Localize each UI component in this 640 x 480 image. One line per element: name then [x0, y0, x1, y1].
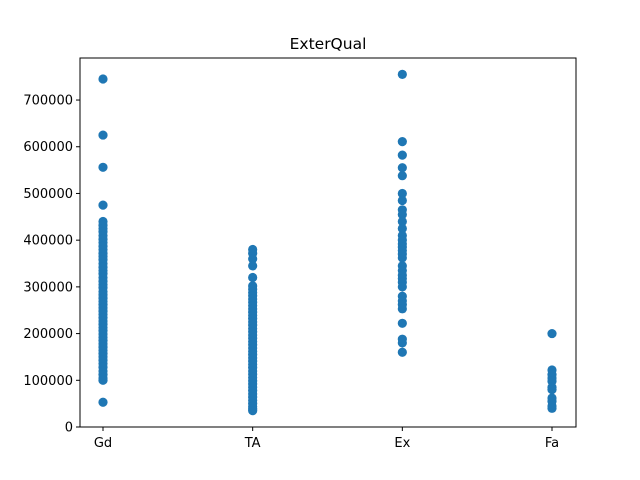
- scatter-point: [397, 195, 407, 206]
- scatter-point: [397, 150, 407, 160]
- y-tick-label: 700000: [23, 94, 73, 109]
- x-tick-label: Fa: [545, 436, 559, 451]
- scatter-point: [547, 403, 557, 413]
- y-tick-label: 400000: [23, 234, 73, 249]
- scatter-point: [248, 261, 258, 271]
- scatter-point: [547, 385, 557, 395]
- scatter-point: [397, 137, 407, 147]
- scatter-point: [397, 163, 407, 173]
- scatter-point: [98, 397, 108, 407]
- scatter-point: [248, 272, 258, 283]
- scatter-point: [397, 304, 407, 314]
- y-tick-label: 300000: [23, 280, 73, 295]
- y-tick-label: 600000: [23, 140, 73, 155]
- scatter-point: [248, 254, 258, 264]
- scatter-point: [98, 74, 108, 84]
- y-tick-label: 100000: [23, 374, 73, 389]
- chart-title: ExterQual: [290, 35, 367, 53]
- y-tick-label: 500000: [23, 187, 73, 202]
- x-tick-label: Ex: [394, 436, 410, 451]
- scatter-point: [248, 406, 258, 416]
- scatter-point: [397, 347, 407, 357]
- scatter-point: [397, 216, 407, 227]
- scatter-point: [397, 223, 407, 234]
- scatter-point: [397, 188, 407, 199]
- scatter-point: [98, 200, 108, 210]
- scatter-point: [397, 69, 407, 79]
- axes-layer: 0 100000 200000 300000 400000 500000 600000 700…: [23, 94, 559, 451]
- scatter-point: [397, 318, 407, 328]
- y-tick-label: 0: [65, 421, 73, 436]
- y-tick-label: 200000: [23, 327, 73, 342]
- scatter-point: [397, 209, 407, 220]
- scatter-point: [397, 171, 407, 181]
- scatter-point: [98, 130, 108, 140]
- points-layer: [98, 69, 557, 416]
- x-tick-label: Gd: [94, 436, 112, 451]
- scatter-point: [397, 253, 407, 263]
- scatter-point: [397, 338, 407, 348]
- x-tick-label: TA: [244, 436, 261, 451]
- plot-frame: [79, 57, 577, 428]
- scatter-point: [547, 328, 557, 339]
- scatter-point: [397, 282, 407, 292]
- scatter-point: [98, 162, 108, 172]
- scatter-point: [98, 375, 108, 385]
- plot-area: [80, 58, 576, 427]
